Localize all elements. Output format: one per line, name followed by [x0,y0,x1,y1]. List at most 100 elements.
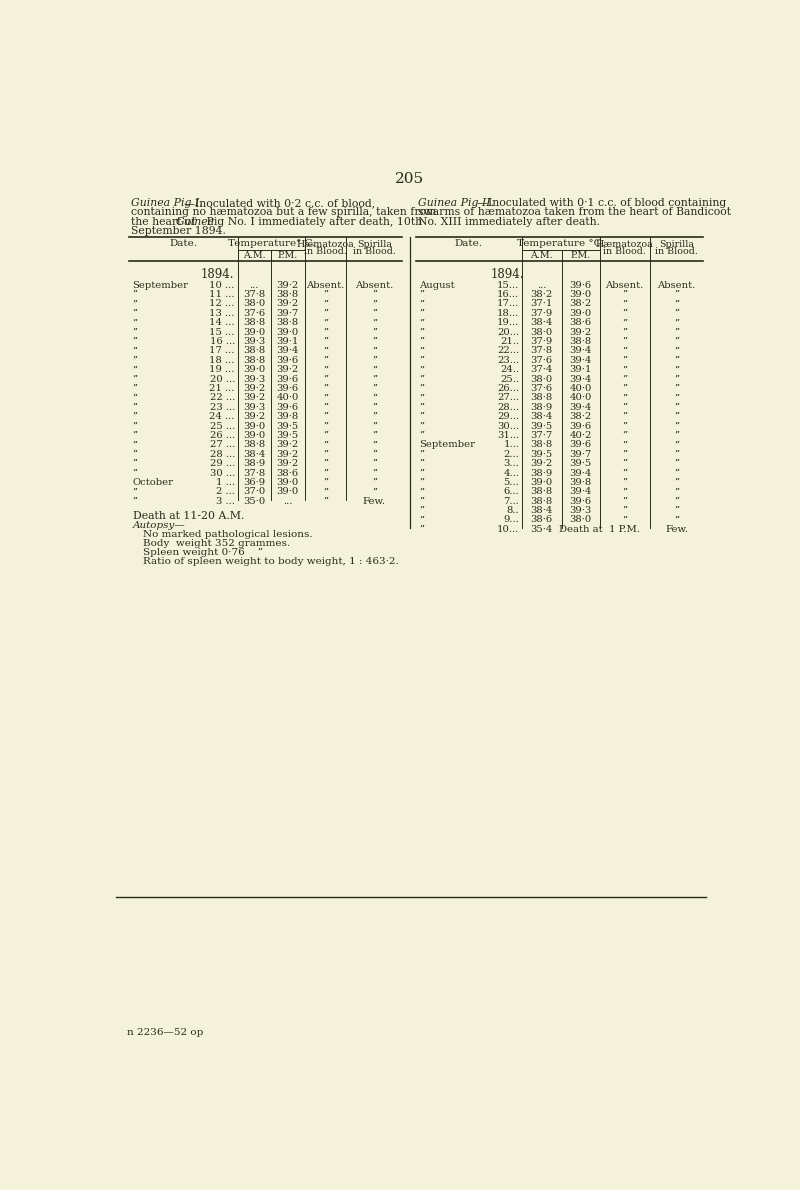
Text: 37·9: 37·9 [530,309,553,318]
Text: ”: ” [372,450,377,458]
Text: ”: ” [323,309,328,318]
Text: 39·4: 39·4 [570,487,592,496]
Text: ”: ” [622,300,627,308]
Text: 39·4: 39·4 [570,469,592,477]
Text: ”: ” [622,337,627,346]
Text: ”: ” [323,469,328,477]
Text: ”: ” [419,506,424,515]
Text: Pig No. I immediately after death, 10th: Pig No. I immediately after death, 10th [203,217,422,227]
Text: 22...: 22... [497,346,519,356]
Text: 39·8: 39·8 [570,478,592,487]
Text: October: October [133,478,174,487]
Text: 38·8: 38·8 [570,337,592,346]
Text: ”: ” [372,384,377,393]
Text: 25 ...: 25 ... [210,421,235,431]
Text: ”: ” [419,487,424,496]
Text: 39·2: 39·2 [277,440,298,450]
Text: ”: ” [372,469,377,477]
Text: ”: ” [323,346,328,356]
Text: 38·4: 38·4 [530,506,553,515]
Text: Guinea: Guinea [176,217,215,227]
Text: 39·2: 39·2 [530,459,553,468]
Text: 26...: 26... [498,384,519,393]
Text: ”: ” [622,450,627,458]
Text: 39·4: 39·4 [570,346,592,356]
Text: 23...: 23... [497,356,519,365]
Text: August: August [419,281,455,289]
Text: 28...: 28... [497,402,519,412]
Text: ”: ” [674,431,679,440]
Text: 39·2: 39·2 [570,327,592,337]
Text: Death at: Death at [558,525,602,534]
Text: 1894.: 1894. [491,268,525,281]
Text: 37·1: 37·1 [530,300,553,308]
Text: ”: ” [674,440,679,450]
Text: 39·2: 39·2 [243,394,266,402]
Text: 39·4: 39·4 [570,402,592,412]
Text: 14 ...: 14 ... [210,318,235,327]
Text: 38·8: 38·8 [530,487,553,496]
Text: ”: ” [674,402,679,412]
Text: ”: ” [372,375,377,383]
Text: Guinea Pig II.: Guinea Pig II. [418,199,494,208]
Text: 24..: 24.. [500,365,519,374]
Text: 7...: 7... [503,496,519,506]
Text: ”: ” [622,421,627,431]
Text: 37·0: 37·0 [243,487,266,496]
Text: 39·7: 39·7 [277,309,298,318]
Text: ”: ” [419,496,424,506]
Text: ”: ” [419,309,424,318]
Text: 1894.: 1894. [200,268,234,281]
Text: Temperature °C.: Temperature °C. [518,239,605,248]
Text: ”: ” [323,431,328,440]
Text: ”: ” [372,478,377,487]
Text: ”: ” [674,327,679,337]
Text: 38·9: 38·9 [530,469,553,477]
Text: 38·4: 38·4 [530,412,553,421]
Text: Spirilla: Spirilla [659,240,694,249]
Text: 39·0: 39·0 [277,487,298,496]
Text: 38·0: 38·0 [530,375,553,383]
Text: A.M.: A.M. [530,251,553,261]
Text: 40·0: 40·0 [276,394,298,402]
Text: ”: ” [372,365,377,374]
Text: ”: ” [419,384,424,393]
Text: Hæmatozoa: Hæmatozoa [297,240,354,249]
Text: ”: ” [323,394,328,402]
Text: 28 ...: 28 ... [210,450,235,458]
Text: 38·8: 38·8 [530,440,553,450]
Text: A.M.: A.M. [243,251,266,261]
Text: ”: ” [323,327,328,337]
Text: 39·2: 39·2 [277,450,298,458]
Text: 38·4: 38·4 [243,450,266,458]
Text: ”: ” [133,337,138,346]
Text: ”: ” [323,487,328,496]
Text: ”: ” [133,440,138,450]
Text: ”: ” [419,365,424,374]
Text: 38·8: 38·8 [243,346,266,356]
Text: 29...: 29... [497,412,519,421]
Text: ”: ” [674,487,679,496]
Text: 39·5: 39·5 [530,450,553,458]
Text: 36·9: 36·9 [243,478,266,487]
Text: 39·4: 39·4 [570,356,592,365]
Text: 39·5: 39·5 [277,421,298,431]
Text: 21 ...: 21 ... [210,384,235,393]
Text: 38·6: 38·6 [570,318,591,327]
Text: 37·9: 37·9 [530,337,553,346]
Text: ”: ” [133,469,138,477]
Text: ”: ” [372,290,377,299]
Text: ”: ” [133,459,138,468]
Text: 39·2: 39·2 [277,281,298,289]
Text: 39·0: 39·0 [243,327,266,337]
Text: ”: ” [622,496,627,506]
Text: ”: ” [419,394,424,402]
Text: ”: ” [674,469,679,477]
Text: 38·6: 38·6 [277,469,298,477]
Text: —Inoculated with 0·1 c.c. of blood containing: —Inoculated with 0·1 c.c. of blood conta… [477,199,726,208]
Text: 5...: 5... [503,478,519,487]
Text: ”: ” [323,300,328,308]
Text: 39·6: 39·6 [570,281,591,289]
Text: 20 ...: 20 ... [210,375,235,383]
Text: ”: ” [419,337,424,346]
